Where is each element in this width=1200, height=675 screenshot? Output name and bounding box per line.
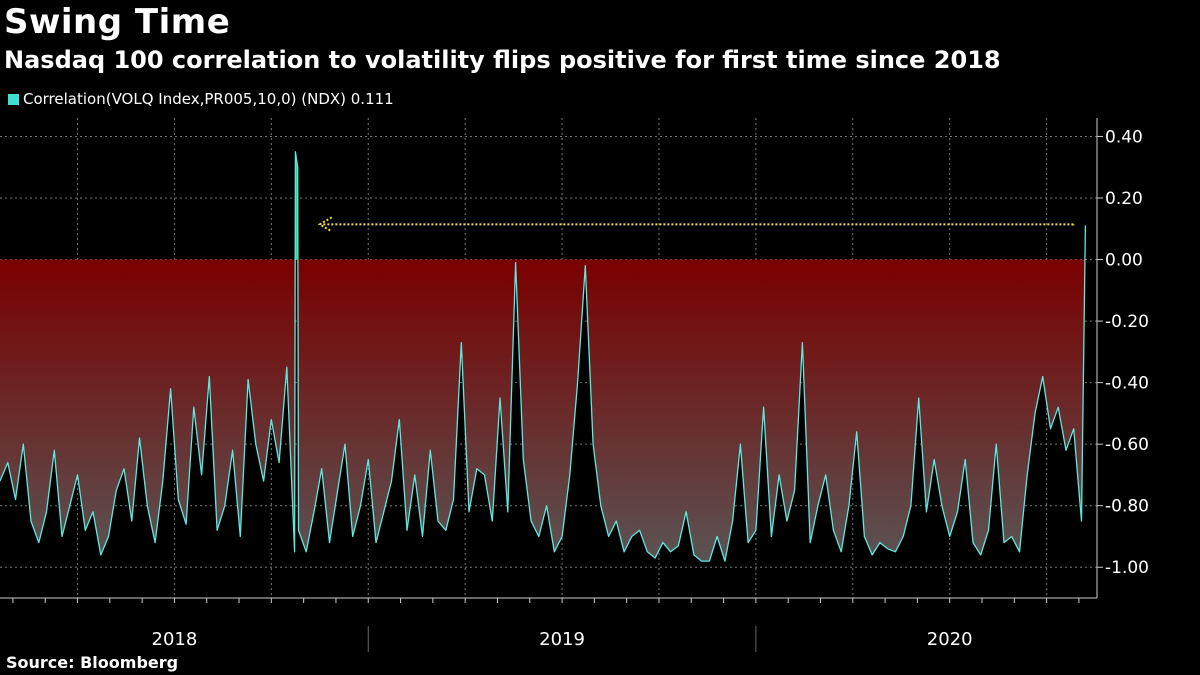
- axes: 0.40 0.20 0.00 -0.20 -0.40 -0.60 -0.80 -1.00 201…: [0, 118, 1149, 652]
- area-fill: [0, 151, 1086, 562]
- y-tick-label-6: -0.80: [1105, 497, 1149, 517]
- series-line: [0, 151, 1087, 562]
- arrow-annotation: [317, 216, 1075, 233]
- x-tick-label-2020: 2020: [927, 629, 973, 650]
- y-tick-label-1: 0.20: [1105, 189, 1143, 209]
- chart-subtitle: Nasdaq 100 correlation to volatility fli…: [4, 46, 1001, 74]
- x-tick-label-2019: 2019: [539, 629, 585, 650]
- x-tick-label-2018: 2018: [152, 629, 198, 650]
- chart-title: Swing Time: [4, 2, 231, 42]
- source-note: Source: Bloomberg: [6, 653, 179, 672]
- y-tick-label-0: 0.40: [1105, 127, 1143, 147]
- y-tick-label-5: -0.60: [1105, 435, 1149, 455]
- legend: Correlation(VOLQ Index,PR005,10,0) (NDX)…: [8, 90, 394, 108]
- legend-label: Correlation(VOLQ Index,PR005,10,0) (NDX)…: [23, 90, 394, 108]
- legend-swatch: [8, 93, 19, 105]
- correlation-line: [0, 151, 1087, 562]
- negative-area: [0, 259, 1085, 562]
- y-tick-label-4: -0.40: [1105, 374, 1149, 394]
- y-tick-label-7: -1.00: [1105, 558, 1149, 578]
- y-tick-label-3: -0.20: [1105, 312, 1149, 332]
- arrow-head: [317, 216, 333, 233]
- y-tick-label-2: 0.00: [1105, 251, 1143, 271]
